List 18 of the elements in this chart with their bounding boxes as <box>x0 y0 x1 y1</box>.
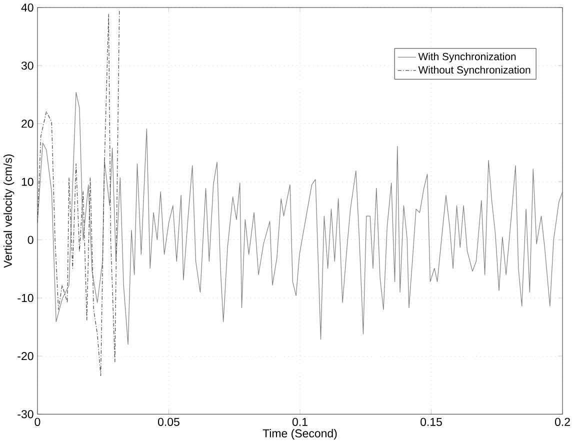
y-tick-label: 0 <box>28 236 34 244</box>
y-tick-label: 40 <box>21 3 34 12</box>
line-series <box>37 10 120 376</box>
x-axis-title: Time (Second) <box>262 428 337 440</box>
x-tick-label: 0 <box>34 418 40 426</box>
legend-label: Without Synchronization <box>418 66 530 76</box>
y-tick-label: -20 <box>18 352 34 360</box>
y-tick-label: 20 <box>22 120 34 128</box>
y-tick-label: 30 <box>21 61 34 70</box>
y-axis-title: Vertical velocity (cm/s) <box>3 154 14 268</box>
x-tick-label: 0.1 <box>292 418 308 426</box>
y-tick-label: -10 <box>18 294 34 302</box>
x-tick-label: 0.05 <box>158 418 180 426</box>
legend-label: With Synchronization <box>418 52 516 62</box>
y-tick-label: 10 <box>22 178 34 186</box>
y-tick-label: -30 <box>18 410 34 418</box>
x-tick-label: 0.15 <box>420 418 442 426</box>
x-tick-label: 0.2 <box>554 418 570 426</box>
